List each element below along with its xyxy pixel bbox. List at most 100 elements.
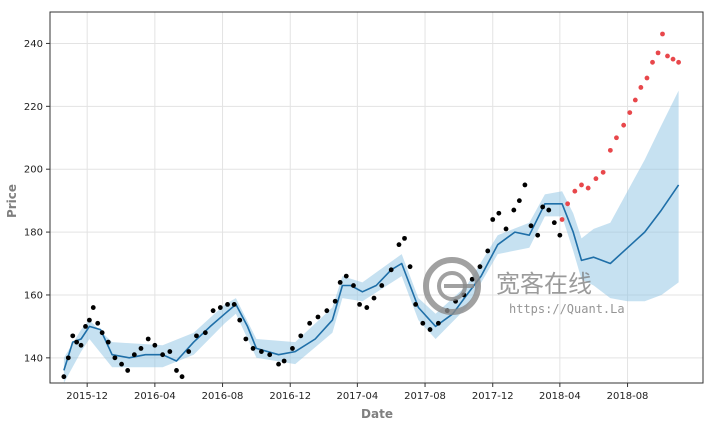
observed-point bbox=[490, 217, 496, 222]
observed-point bbox=[388, 267, 394, 273]
observed-point bbox=[99, 330, 105, 336]
y-axis-ticks: 140 160 180 200 220 240 bbox=[24, 39, 50, 364]
observed-point bbox=[396, 242, 402, 248]
observed-point bbox=[546, 207, 552, 213]
watermark: 宽客在线 https://Quant.La bbox=[423, 257, 625, 316]
actual-point bbox=[559, 217, 565, 222]
observed-point bbox=[357, 301, 362, 307]
observed-point bbox=[250, 346, 256, 351]
observed-point bbox=[267, 352, 273, 358]
actual-point bbox=[655, 50, 661, 56]
observed-point bbox=[511, 207, 517, 213]
observed-point bbox=[258, 349, 264, 354]
observed-point bbox=[83, 324, 88, 329]
observed-point bbox=[95, 320, 101, 326]
observed-point bbox=[231, 301, 237, 307]
watermark-name: 宽客在线 bbox=[496, 270, 592, 298]
observed-point bbox=[324, 308, 330, 314]
observed-point bbox=[522, 182, 528, 188]
observed-point bbox=[90, 305, 96, 310]
x-tick-label: 2017-08 bbox=[404, 391, 446, 402]
grid-lines bbox=[50, 12, 703, 383]
observed-point bbox=[112, 355, 118, 361]
observed-point bbox=[413, 301, 419, 307]
observed-point bbox=[332, 298, 338, 304]
observed-point bbox=[540, 204, 546, 210]
observed-point bbox=[74, 339, 80, 345]
observed-point bbox=[152, 342, 158, 348]
observed-point bbox=[351, 283, 356, 288]
observed-point bbox=[131, 352, 137, 358]
observed-point bbox=[315, 314, 321, 320]
y-tick-label: 140 bbox=[24, 353, 43, 364]
actual-point bbox=[665, 53, 670, 59]
plot-frame bbox=[49, 11, 704, 384]
y-axis-title: Price bbox=[5, 184, 19, 218]
actual-point bbox=[572, 188, 578, 194]
observed-point bbox=[138, 346, 144, 351]
observed-point bbox=[307, 320, 313, 326]
observed-point bbox=[125, 368, 131, 373]
observed-point bbox=[145, 336, 151, 342]
actual-point bbox=[644, 75, 650, 81]
observed-point bbox=[469, 276, 475, 282]
plot-background bbox=[50, 12, 703, 383]
actual-future-points bbox=[559, 31, 681, 222]
actual-point bbox=[565, 201, 571, 207]
y-tick-label: 200 bbox=[24, 165, 43, 176]
actual-point bbox=[621, 122, 627, 128]
observed-point bbox=[343, 273, 349, 279]
observed-point bbox=[407, 264, 413, 270]
observed-point bbox=[485, 248, 491, 254]
forecast-interval bbox=[63, 90, 679, 383]
x-tick-label: 2015-12 bbox=[66, 391, 108, 402]
observed-point bbox=[496, 210, 502, 216]
actual-point bbox=[670, 56, 676, 62]
observed-points bbox=[61, 182, 563, 380]
observed-point bbox=[427, 327, 433, 332]
observed-point bbox=[337, 279, 343, 285]
forecast-line bbox=[63, 184, 680, 371]
observed-point bbox=[78, 342, 84, 348]
observed-point bbox=[281, 358, 287, 364]
observed-point bbox=[551, 220, 557, 226]
forecast-line-path bbox=[63, 184, 680, 371]
observed-point bbox=[217, 305, 223, 310]
observed-point bbox=[535, 232, 541, 238]
watermark-logo-icon bbox=[423, 257, 481, 315]
actual-point bbox=[593, 176, 599, 182]
x-tick-label: 2018-08 bbox=[607, 391, 649, 402]
observed-point bbox=[557, 232, 563, 238]
observed-point bbox=[86, 317, 92, 323]
actual-point bbox=[638, 85, 644, 90]
actual-point bbox=[614, 135, 619, 141]
watermark-url: https://Quant.La bbox=[509, 302, 625, 316]
observed-point bbox=[202, 330, 208, 336]
observed-point bbox=[160, 352, 166, 358]
observed-point bbox=[290, 346, 295, 351]
x-axis-title: Date bbox=[361, 407, 393, 421]
observed-point bbox=[528, 223, 534, 229]
y-tick-label: 160 bbox=[24, 290, 43, 301]
actual-point bbox=[660, 31, 665, 37]
observed-point bbox=[167, 349, 173, 354]
interval-band bbox=[63, 90, 679, 383]
observed-point bbox=[237, 317, 243, 323]
actual-point bbox=[650, 59, 655, 65]
observed-point bbox=[503, 226, 509, 232]
observed-point bbox=[516, 198, 522, 204]
actual-point bbox=[585, 185, 591, 191]
observed-point bbox=[477, 264, 483, 270]
observed-point bbox=[70, 333, 76, 339]
observed-point bbox=[435, 320, 441, 326]
observed-point bbox=[364, 305, 370, 310]
observed-point bbox=[276, 361, 281, 367]
observed-point bbox=[371, 295, 377, 301]
x-tick-label: 2016-12 bbox=[269, 391, 311, 402]
y-tick-label: 240 bbox=[24, 39, 43, 50]
observed-point bbox=[61, 374, 67, 380]
observed-point bbox=[402, 235, 407, 241]
observed-point bbox=[65, 355, 71, 361]
y-tick-label: 180 bbox=[24, 228, 43, 239]
actual-point bbox=[579, 182, 584, 188]
